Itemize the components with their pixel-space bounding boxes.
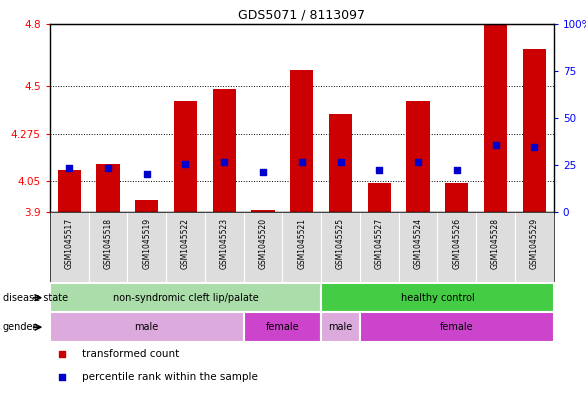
Point xyxy=(413,159,423,165)
Text: GSM1045519: GSM1045519 xyxy=(142,218,151,269)
Bar xyxy=(445,183,468,212)
Point xyxy=(374,167,384,173)
Bar xyxy=(251,210,275,212)
Text: GSM1045517: GSM1045517 xyxy=(64,218,74,269)
Point xyxy=(452,167,462,173)
Point xyxy=(57,351,66,357)
Text: transformed count: transformed count xyxy=(82,349,179,359)
Point xyxy=(64,165,74,171)
Text: GSM1045525: GSM1045525 xyxy=(336,218,345,269)
Point xyxy=(258,169,268,176)
Bar xyxy=(50,312,244,342)
Point xyxy=(181,161,190,167)
Bar xyxy=(174,101,197,212)
Title: GDS5071 / 8113097: GDS5071 / 8113097 xyxy=(239,8,365,21)
Bar xyxy=(329,114,352,212)
Bar xyxy=(50,283,321,312)
Text: healthy control: healthy control xyxy=(401,293,474,303)
Text: GSM1045528: GSM1045528 xyxy=(491,218,500,269)
Bar xyxy=(213,88,236,212)
Text: male: male xyxy=(135,322,159,332)
Text: non-syndromic cleft lip/palate: non-syndromic cleft lip/palate xyxy=(113,293,258,303)
Bar xyxy=(96,164,120,212)
Text: GSM1045521: GSM1045521 xyxy=(297,218,306,269)
Text: disease state: disease state xyxy=(3,293,68,303)
Text: GSM1045520: GSM1045520 xyxy=(258,218,268,269)
Text: percentile rank within the sample: percentile rank within the sample xyxy=(82,372,258,382)
Bar xyxy=(57,170,81,212)
Text: gender: gender xyxy=(3,322,38,332)
Point xyxy=(297,159,306,165)
Bar xyxy=(523,49,546,212)
Text: GSM1045523: GSM1045523 xyxy=(220,218,229,269)
Text: GSM1045529: GSM1045529 xyxy=(530,218,539,269)
Bar xyxy=(321,283,554,312)
Bar xyxy=(290,70,314,212)
Point xyxy=(530,144,539,151)
Text: GSM1045518: GSM1045518 xyxy=(104,218,113,269)
Point xyxy=(103,165,113,171)
Point xyxy=(220,159,229,165)
Point xyxy=(57,374,66,380)
Bar xyxy=(407,101,430,212)
Text: GSM1045522: GSM1045522 xyxy=(181,218,190,269)
Text: female: female xyxy=(440,322,473,332)
Text: GSM1045526: GSM1045526 xyxy=(452,218,461,269)
Bar xyxy=(135,200,158,212)
Point xyxy=(491,142,500,148)
Bar xyxy=(484,24,507,212)
Bar xyxy=(321,312,360,342)
Text: female: female xyxy=(265,322,299,332)
Text: male: male xyxy=(328,322,353,332)
Text: GSM1045524: GSM1045524 xyxy=(414,218,423,269)
Point xyxy=(336,159,345,165)
Bar xyxy=(367,183,391,212)
Bar xyxy=(244,312,321,342)
Text: GSM1045527: GSM1045527 xyxy=(375,218,384,269)
Point xyxy=(142,171,151,178)
Bar xyxy=(360,312,554,342)
